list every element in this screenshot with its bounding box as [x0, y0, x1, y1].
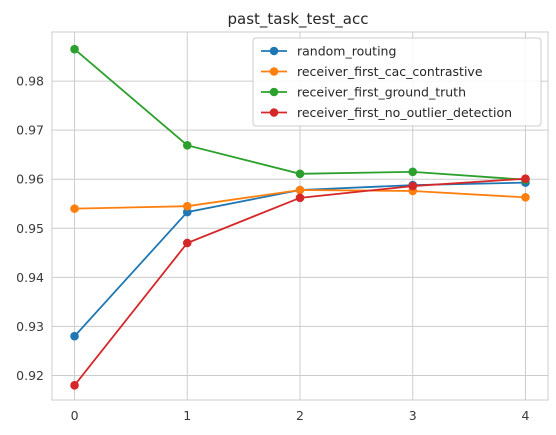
data-point [408, 181, 418, 191]
data-point [295, 185, 305, 195]
legend-label: receiver_first_no_outlier_detection [297, 105, 512, 120]
y-tick-label: 0.94 [16, 270, 44, 285]
data-point [70, 380, 79, 390]
legend-item: receiver_first_cac_contrastive [261, 64, 483, 79]
y-tick-label: 0.96 [16, 172, 44, 187]
legend-label: receiver_first_cac_contrastive [297, 64, 483, 79]
legend-marker [269, 108, 279, 117]
legend-item: receiver_first_no_outlier_detection [261, 105, 512, 120]
data-point [182, 207, 192, 217]
legend-label: receiver_first_ground_truth [297, 85, 466, 100]
legend-box [252, 37, 542, 127]
series-layer [70, 44, 530, 390]
chart-title: past_task_test_acc [228, 10, 369, 29]
y-tick-label: 0.93 [16, 319, 44, 334]
x-tick-label: 1 [183, 408, 191, 423]
data-point [70, 44, 79, 54]
y-tick-label: 0.95 [16, 221, 44, 236]
legend-item: random_routing [261, 44, 396, 59]
legend: random_routing receiver_first_cac_contras… [252, 37, 542, 127]
legend-label: random_routing [297, 44, 396, 59]
series-receiver_first_ground_truth [70, 44, 530, 184]
y-tick-label: 0.92 [16, 368, 44, 383]
data-point [295, 169, 305, 179]
y-tick-label: 0.98 [16, 74, 44, 89]
x-axis-ticks: 0 1 2 3 4 [71, 408, 530, 423]
data-point [182, 238, 192, 248]
legend-item: receiver_first_ground_truth [261, 85, 466, 100]
series-receiver_first_no_outlier_detection [70, 174, 530, 390]
data-point [521, 193, 530, 202]
x-tick-label: 2 [296, 408, 304, 423]
data-point [521, 174, 530, 184]
data-point [408, 167, 418, 177]
legend-marker [269, 46, 279, 56]
data-point [70, 331, 79, 341]
data-point [182, 201, 192, 211]
y-axis-ticks: 0.92 0.93 0.94 0.95 0.96 0.97 0.98 [16, 74, 44, 383]
x-tick-label: 4 [521, 408, 529, 423]
legend-marker [269, 67, 279, 76]
y-tick-label: 0.97 [16, 123, 44, 138]
data-point [295, 193, 305, 203]
x-tick-label: 0 [71, 408, 79, 423]
data-point [70, 204, 79, 213]
legend-marker [269, 87, 279, 97]
data-point [182, 141, 192, 150]
x-tick-label: 3 [409, 408, 417, 423]
